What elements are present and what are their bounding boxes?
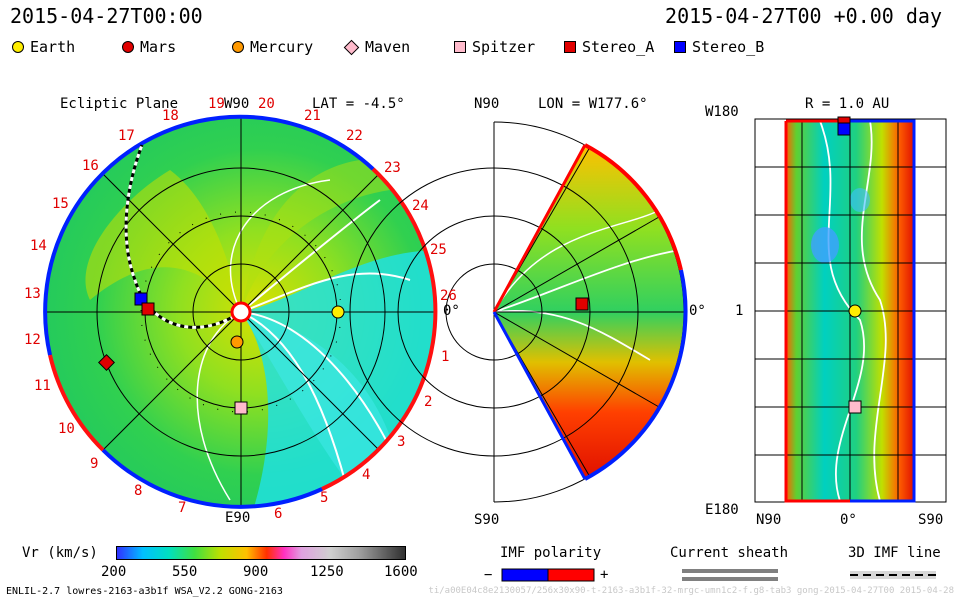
radial-title: R = 1.0 AU: [805, 96, 890, 112]
meridional-top-label: N90: [474, 96, 500, 112]
stereo-b-marker-icon: [674, 41, 686, 53]
imf-line-label: 3D IMF line: [848, 545, 941, 561]
legend-spitzer: Spitzer: [454, 38, 535, 56]
footer-run-id: ti/a00E04c8e2130057/256x30x90-t-2163-a3b…: [428, 586, 954, 596]
colorbar-tick: 200: [101, 564, 127, 580]
footer-model-info: ENLIL-2.7 lowres-2163-a3b1f WSA_V2.2 GON…: [6, 586, 283, 597]
colorbar-label: Vr (km/s): [22, 545, 98, 561]
colorbar-tick: 550: [172, 564, 198, 580]
rim-number: 11: [34, 378, 51, 394]
radial-top-left: W180: [705, 104, 739, 120]
meridional-bottom-label: S90: [474, 512, 500, 528]
stereo-a-marker-icon: [575, 297, 589, 311]
current-sheath-sample: [682, 569, 778, 573]
legend-mercury: Mercury: [232, 38, 313, 56]
colorbar-tick: 900: [243, 564, 269, 580]
velocity-colorbar: [116, 546, 406, 560]
rim-number: 25: [430, 242, 447, 258]
rim-number: 21: [304, 108, 321, 124]
rim-number: 2: [424, 394, 433, 410]
imf-positive-swatch: [547, 568, 595, 582]
rim-number: 16: [82, 158, 99, 174]
mars-marker-icon: [122, 41, 134, 53]
radial-mid-left: 1: [735, 303, 744, 319]
legend-mars: Mars: [122, 38, 176, 56]
rim-number: 8: [134, 483, 143, 499]
imf-negative-swatch: [501, 568, 549, 582]
radial-map-plot: [754, 116, 947, 503]
spitzer-marker-icon: [848, 400, 862, 414]
spitzer-marker-icon: [234, 401, 248, 415]
stereo-a-marker-icon: [564, 41, 576, 53]
object-legend: Earth Mars Mercury Maven Spitzer Stereo_…: [8, 38, 828, 58]
meridional-lon: LON = W177.6°: [538, 96, 648, 112]
rim-number: 13: [24, 286, 41, 302]
rim-number: 3: [397, 434, 406, 450]
earth-marker-icon: [848, 304, 862, 318]
radial-bottom-left: E180: [705, 502, 739, 518]
rim-number: 5: [320, 490, 329, 506]
rim-number: 10: [58, 421, 75, 437]
rim-number: 17: [118, 128, 135, 144]
rim-number: 18: [162, 108, 179, 124]
imf-polarity-label: IMF polarity: [500, 545, 602, 561]
rim-number: 14: [30, 238, 47, 254]
ecliptic-lat: LAT = -4.5°: [312, 96, 405, 112]
rim-number: 1: [441, 349, 450, 365]
legend-earth: Earth: [12, 38, 75, 56]
imf-plus-sign: +: [600, 567, 609, 583]
radial-x-left: N90: [756, 512, 782, 528]
rim-number: 22: [346, 128, 363, 144]
rim-number: 12: [24, 332, 41, 348]
stereo-b-marker-icon: [134, 292, 148, 306]
timestamp-left: 2015-04-27T00:00: [10, 4, 203, 28]
ecliptic-bottom-label: E90: [225, 510, 251, 526]
colorbar-tick: 1600: [384, 564, 418, 580]
radial-x-mid: 0°: [840, 512, 857, 528]
mercury-marker-icon: [230, 335, 244, 349]
maven-marker-icon: [98, 354, 115, 371]
rim-number: 26: [440, 288, 457, 304]
rim-number: 7: [178, 500, 187, 516]
earth-marker-icon: [12, 41, 24, 53]
spitzer-marker-icon: [454, 41, 466, 53]
rim-number: 24: [412, 198, 429, 214]
radial-x-right: S90: [918, 512, 944, 528]
ecliptic-title: Ecliptic Plane: [60, 96, 179, 112]
meridional-right-label: 0°: [689, 303, 706, 319]
legend-stereo-a: Stereo_A: [564, 38, 654, 56]
ecliptic-right-label: 0°: [443, 303, 460, 319]
rim-number: 9: [90, 456, 99, 472]
legend-maven: Maven: [343, 38, 410, 56]
rim-number: 4: [362, 467, 371, 483]
stereo-a-marker-icon: [141, 302, 155, 316]
mercury-marker-icon: [232, 41, 244, 53]
rim-number: 15: [52, 196, 69, 212]
ecliptic-plane-plot: [43, 114, 438, 509]
earth-marker-icon: [331, 305, 345, 319]
imf-minus-sign: −: [484, 567, 493, 583]
rim-number: 20: [258, 96, 275, 112]
rim-number: 23: [384, 160, 401, 176]
ecliptic-top-label: W90: [224, 96, 250, 112]
current-sheath-label: Current sheath: [670, 545, 789, 561]
colorbar-tick: 1250: [310, 564, 344, 580]
rim-number: 6: [274, 506, 283, 522]
timestamp-right: 2015-04-27T00 +0.00 day: [665, 4, 942, 28]
meridional-plot: [349, 121, 688, 503]
legend-stereo-b: Stereo_B: [674, 38, 764, 56]
rim-number: 19: [208, 96, 225, 112]
stereo-b-marker-icon: [837, 122, 851, 136]
